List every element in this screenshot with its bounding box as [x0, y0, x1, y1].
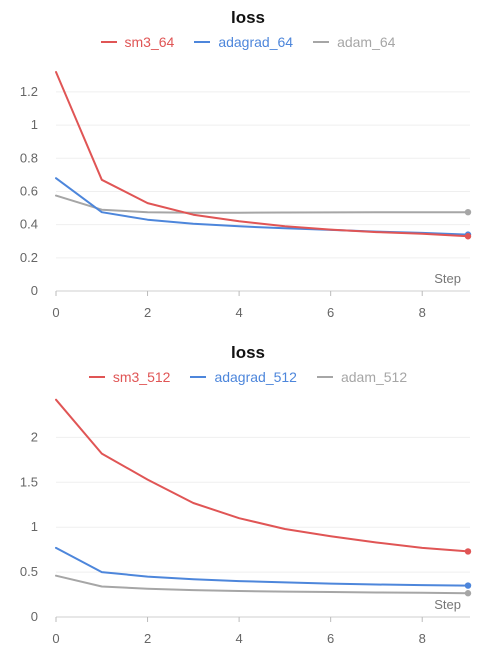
series-line-sm3_64[interactable]	[55, 71, 469, 238]
y-tick-label: 2	[31, 429, 38, 444]
series-endpoint-sm3_512	[464, 548, 472, 555]
y-tick-label: 0.6	[20, 183, 38, 198]
x-axis-label: Step	[434, 597, 461, 612]
y-tick-label: 1.2	[20, 84, 38, 99]
legend-item-adagrad-512[interactable]: adagrad_512	[190, 369, 297, 385]
loss-chart-64: loss sm3_64 adagrad_64 adam_64 0 0.2 0.4 0.…	[0, 0, 496, 330]
legend-label: adam_64	[337, 34, 396, 50]
y-tick-label: 1	[31, 117, 38, 132]
y-tick-label: 1.5	[20, 474, 38, 489]
x-tick-label: 6	[327, 305, 334, 320]
chart-title: loss	[230, 343, 266, 362]
series-endpoint-adam_64	[464, 208, 472, 216]
legend-label: sm3_512	[112, 369, 171, 385]
x-tick-label: 4	[235, 305, 242, 320]
legend-label: adagrad_512	[214, 369, 297, 385]
x-tick-label: 8	[419, 305, 426, 320]
plot-area: 0 0.5 1 1.5 2 0 2 4 6 8 Step	[20, 398, 472, 646]
series-line-adam_512[interactable]	[55, 574, 469, 595]
x-axis-label: Step	[434, 271, 461, 286]
legend-item-sm3-64[interactable]: sm3_64	[100, 34, 175, 50]
x-tick-label: 4	[235, 631, 242, 646]
x-tick-label: 2	[144, 305, 151, 320]
chart-title: loss	[230, 8, 266, 27]
series-endpoint-adagrad_512	[464, 582, 472, 589]
legend-swatch	[190, 376, 207, 378]
y-tick-label: 1	[31, 519, 38, 534]
series-line-adam_64[interactable]	[55, 194, 469, 214]
y-tick-label: 0.8	[20, 150, 38, 165]
legend-item-sm3-512[interactable]: sm3_512	[88, 369, 171, 385]
y-tick-label: 0.5	[20, 564, 38, 579]
y-tick-label: 0	[31, 283, 38, 298]
legend-item-adam-512[interactable]: adam_512	[316, 369, 408, 385]
legend-label: sm3_64	[124, 34, 175, 50]
legend-label: adagrad_64	[218, 34, 294, 50]
x-tick-label: 0	[52, 305, 59, 320]
x-tick-label: 6	[327, 631, 334, 646]
series-endpoint-sm3_64	[464, 233, 472, 240]
series-line-adagrad_512[interactable]	[55, 546, 469, 587]
legend-swatch	[194, 41, 211, 43]
legend-swatch	[313, 41, 330, 43]
y-tick-label: 0.2	[20, 250, 38, 265]
x-tick-label: 2	[144, 631, 151, 646]
y-tick-label: 0	[31, 609, 38, 624]
legend: sm3_512 adagrad_512 adam_512	[0, 369, 496, 385]
series-line-adagrad_64[interactable]	[55, 177, 469, 236]
y-tick-label: 0.4	[20, 217, 38, 232]
x-tick-label: 8	[419, 631, 426, 646]
series-endpoint-adam_512	[464, 590, 472, 597]
legend-swatch	[100, 41, 117, 43]
legend-item-adagrad-64[interactable]: adagrad_64	[194, 34, 293, 50]
legend-label: adam_512	[340, 369, 408, 385]
legend-swatch	[88, 376, 105, 378]
x-tick-label: 0	[52, 631, 59, 646]
loss-chart-512: loss sm3_512 adagrad_512 adam_512 0 0.5 1 1…	[0, 335, 496, 667]
legend-item-adam-64[interactable]: adam_64	[313, 34, 395, 50]
legend-swatch	[316, 376, 333, 378]
legend: sm3_64 adagrad_64 adam_64	[0, 34, 496, 50]
plot-area: 0 0.2 0.4 0.6 0.8 1 1.2 0 2 4 6 8 Step	[20, 71, 472, 320]
series-line-sm3_512[interactable]	[55, 398, 469, 553]
